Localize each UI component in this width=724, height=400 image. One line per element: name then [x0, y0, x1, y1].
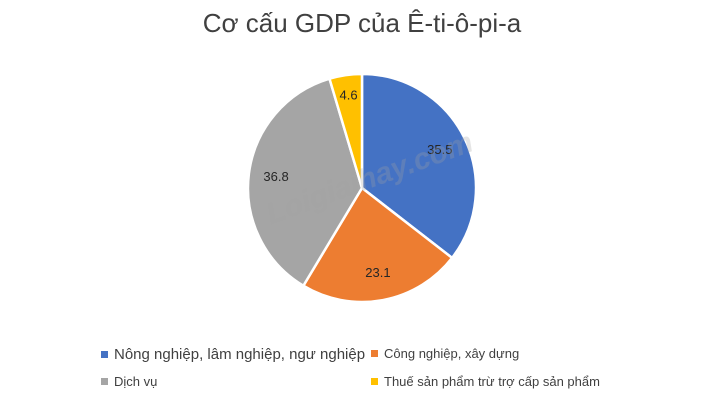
pie-slice-agriculture	[360, 72, 478, 260]
legend-item-taxes: Thuế sản phẩm trừ trợ cấp sản phẩm	[371, 374, 600, 389]
legend-label-services: Dịch vụ	[114, 374, 158, 389]
legend-swatch-industry	[371, 350, 378, 357]
legend-label-taxes: Thuế sản phẩm trừ trợ cấp sản phẩm	[384, 374, 600, 389]
data-label-services: 36.8	[263, 169, 288, 184]
legend-swatch-agriculture	[101, 351, 108, 358]
data-label-industry: 23.1	[365, 265, 390, 280]
legend-item-agriculture: Nông nghiệp, lâm nghiệp, ngư nghiệp	[101, 346, 365, 363]
pie-slice-services	[246, 77, 364, 288]
chart-title: Cơ cấu GDP của Ê-ti-ô-pi-a	[202, 8, 522, 38]
pie-slice-industry	[301, 186, 454, 304]
data-label-taxes: 4.6	[339, 87, 357, 102]
legend-label-industry: Công nghiệp, xây dựng	[384, 346, 520, 361]
data-label-agriculture: 35.5	[427, 142, 452, 157]
pie-slice-taxes	[327, 72, 364, 189]
legend-item-industry: Công nghiệp, xây dựng	[371, 346, 519, 361]
legend-swatch-services	[101, 378, 108, 385]
legend-item-services: Dịch vụ	[101, 374, 157, 389]
legend-swatch-taxes	[371, 378, 378, 385]
legend-label-agriculture: Nông nghiệp, lâm nghiệp, ngư nghiệp	[114, 346, 366, 363]
